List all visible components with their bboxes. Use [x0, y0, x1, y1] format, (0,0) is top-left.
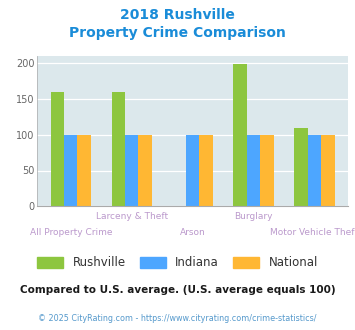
Text: Motor Vehicle Theft: Motor Vehicle Theft — [271, 228, 355, 237]
Bar — [64, 135, 77, 206]
Text: All Property Crime: All Property Crime — [29, 228, 112, 237]
Text: 2018 Rushville: 2018 Rushville — [120, 8, 235, 22]
Bar — [308, 135, 321, 206]
Text: Compared to U.S. average. (U.S. average equals 100): Compared to U.S. average. (U.S. average … — [20, 285, 335, 295]
Bar — [294, 128, 308, 206]
Bar — [186, 135, 199, 206]
Bar — [138, 135, 152, 206]
Bar — [247, 135, 260, 206]
Text: Burglary: Burglary — [234, 212, 273, 221]
Bar — [51, 92, 64, 206]
Text: Larceny & Theft: Larceny & Theft — [95, 212, 168, 221]
Bar — [199, 135, 213, 206]
Bar — [111, 92, 125, 206]
Text: Arson: Arson — [180, 228, 206, 237]
Bar — [260, 135, 274, 206]
Bar — [321, 135, 334, 206]
Text: © 2025 CityRating.com - https://www.cityrating.com/crime-statistics/: © 2025 CityRating.com - https://www.city… — [38, 314, 317, 323]
Bar — [125, 135, 138, 206]
Text: Property Crime Comparison: Property Crime Comparison — [69, 26, 286, 40]
Bar — [233, 64, 247, 206]
Legend: Rushville, Indiana, National: Rushville, Indiana, National — [32, 252, 323, 274]
Bar — [77, 135, 91, 206]
